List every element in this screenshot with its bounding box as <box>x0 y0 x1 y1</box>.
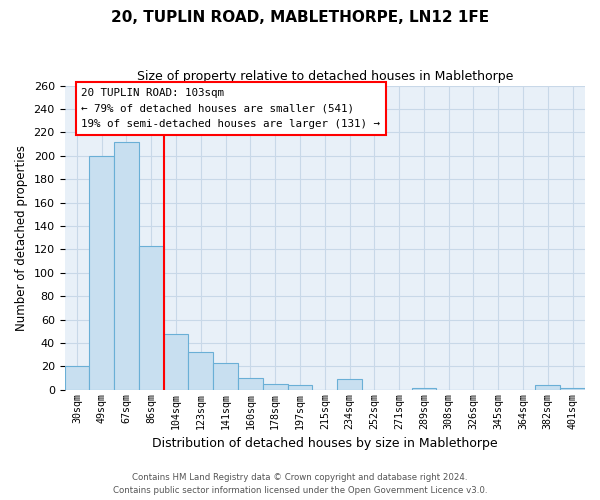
Title: Size of property relative to detached houses in Mablethorpe: Size of property relative to detached ho… <box>137 70 513 83</box>
Bar <box>213 363 238 390</box>
Bar <box>287 385 313 390</box>
Bar <box>263 384 287 390</box>
X-axis label: Distribution of detached houses by size in Mablethorpe: Distribution of detached houses by size … <box>152 437 497 450</box>
Y-axis label: Number of detached properties: Number of detached properties <box>15 144 28 330</box>
Bar <box>560 388 585 390</box>
Text: Contains HM Land Registry data © Crown copyright and database right 2024.
Contai: Contains HM Land Registry data © Crown c… <box>113 474 487 495</box>
Bar <box>89 156 114 390</box>
Bar <box>337 380 362 390</box>
Text: 20 TUPLIN ROAD: 103sqm
← 79% of detached houses are smaller (541)
19% of semi-de: 20 TUPLIN ROAD: 103sqm ← 79% of detached… <box>82 88 380 129</box>
Bar <box>535 385 560 390</box>
Bar <box>139 246 164 390</box>
Bar <box>238 378 263 390</box>
Bar <box>114 142 139 390</box>
Bar <box>412 388 436 390</box>
Bar <box>164 334 188 390</box>
Bar <box>188 352 213 390</box>
Bar <box>65 366 89 390</box>
Text: 20, TUPLIN ROAD, MABLETHORPE, LN12 1FE: 20, TUPLIN ROAD, MABLETHORPE, LN12 1FE <box>111 10 489 25</box>
